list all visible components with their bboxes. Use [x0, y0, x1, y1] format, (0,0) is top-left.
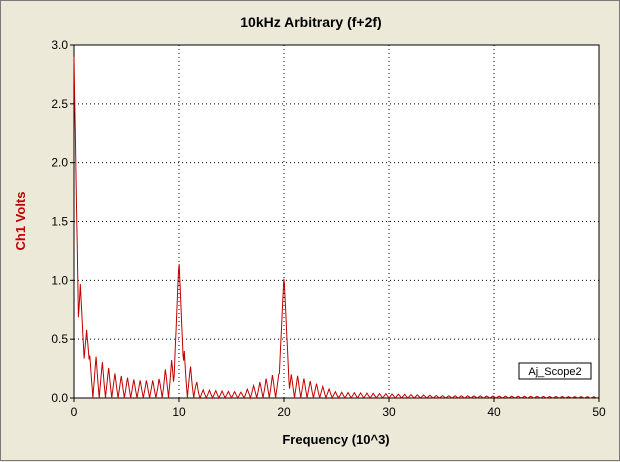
plot-area	[73, 44, 600, 399]
legend-box	[518, 362, 592, 380]
x-tick-label: 10	[172, 405, 186, 419]
legend: Aj_Scope2	[518, 362, 592, 380]
x-axis-label: Frequency (10^3)	[282, 432, 389, 447]
y-axis-ticks: 0.0 0.5 1.0 1.5 2.0 2.5 3.0	[51, 38, 74, 405]
y-tick-label: 2.5	[51, 97, 68, 111]
x-tick-label: 20	[277, 405, 291, 419]
y-tick-label: 1.5	[51, 215, 68, 229]
grid-lines	[74, 45, 599, 398]
chart-title: 10kHz Arbitrary (f+2f)	[240, 14, 381, 30]
series-trace	[73, 56, 599, 400]
y-tick-label: 0.5	[51, 332, 68, 346]
y-tick-label: 1.0	[51, 273, 68, 287]
legend-entry: Aj_Scope2	[528, 366, 581, 378]
y-tick-label: 0.0	[51, 391, 68, 405]
y-tick-label: 3.0	[51, 38, 68, 52]
x-tick-label: 0	[71, 405, 78, 419]
y-axis-label: Ch1 Volts	[13, 192, 28, 251]
x-tick-label: 40	[487, 405, 501, 419]
x-axis-ticks: 0 10 20 30 40 50	[71, 398, 606, 419]
y-tick-label: 2.0	[51, 156, 68, 170]
x-tick-label: 50	[592, 405, 606, 419]
x-tick-label: 30	[382, 405, 396, 419]
